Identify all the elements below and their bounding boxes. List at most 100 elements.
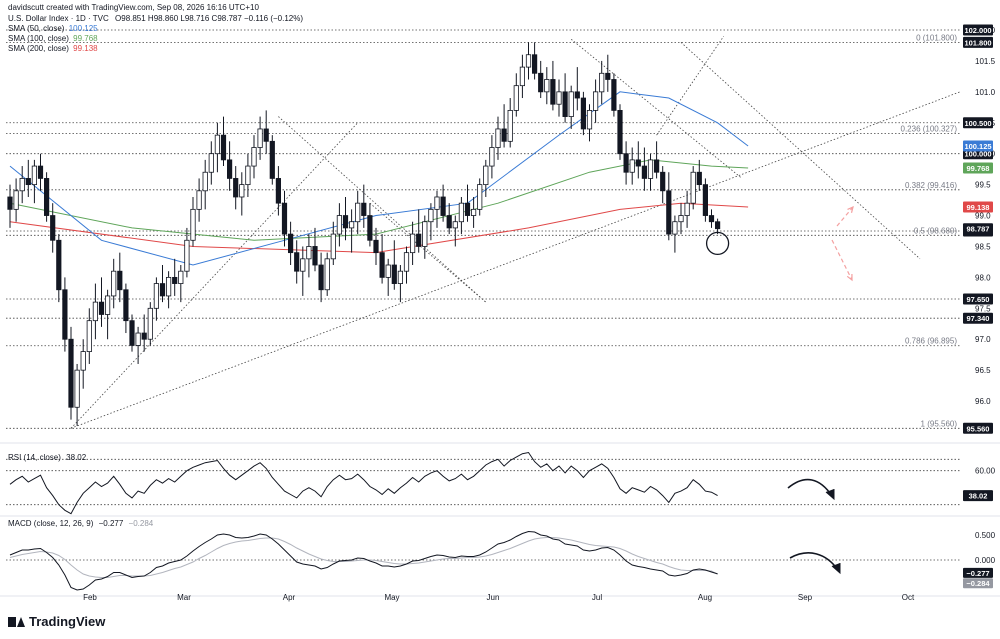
sma-badge-label: 99.768 xyxy=(967,164,990,173)
price-badge-label: 100.000 xyxy=(964,150,991,159)
candle xyxy=(519,66,526,87)
y-tick-label: 98.0 xyxy=(975,273,991,282)
price-badge-label: 102.000 xyxy=(964,26,991,35)
candle xyxy=(184,239,190,272)
candle xyxy=(190,208,196,241)
candle xyxy=(220,134,227,161)
candle xyxy=(312,246,318,266)
candle xyxy=(544,79,550,93)
rsi-line xyxy=(9,451,718,515)
candle xyxy=(226,159,233,179)
fib-label: 0.236 (100.327) xyxy=(901,124,958,133)
x-tick-label: Sep xyxy=(798,593,813,602)
symbol-name: U.S. Dollar Index · 1D · TVC xyxy=(8,14,109,23)
rsi-label: RSI (14, close) xyxy=(8,453,61,462)
candle xyxy=(19,178,25,192)
candle xyxy=(702,184,709,216)
macd-line xyxy=(9,530,718,591)
trendline-resistance xyxy=(656,35,725,136)
trendline-resistance xyxy=(680,42,921,260)
candle xyxy=(251,147,257,167)
candle xyxy=(507,110,513,142)
fib-label: 1 (95.560) xyxy=(921,419,958,428)
candle xyxy=(470,208,477,216)
candle xyxy=(385,264,391,278)
sma200-legend[interactable]: SMA (200, close) 99.138 xyxy=(8,44,98,54)
macd-signal-value: −0.284 xyxy=(128,519,154,528)
created-by-line: davidscutt created with TradingView.com,… xyxy=(8,3,259,12)
candle xyxy=(324,258,330,291)
candle xyxy=(416,233,422,247)
candle xyxy=(538,72,544,93)
candle xyxy=(13,190,19,210)
tradingview-logo[interactable]: TradingView xyxy=(8,614,105,629)
candle xyxy=(214,134,220,155)
candle xyxy=(379,252,385,278)
rsi-legend[interactable]: RSI (14, close) 38.02 xyxy=(8,453,86,463)
candle xyxy=(25,178,31,186)
y-tick-label: 101.5 xyxy=(975,57,996,66)
candle xyxy=(56,239,62,291)
sma-badge xyxy=(963,162,993,174)
candle xyxy=(605,72,611,80)
candle xyxy=(550,79,556,105)
rsi-curve-annotation xyxy=(787,478,833,497)
macd-badge-label: −0.277 xyxy=(966,569,989,578)
sma50-legend[interactable]: SMA (50, close) 100.125 xyxy=(8,24,98,34)
candle xyxy=(153,283,159,309)
candle xyxy=(178,270,184,284)
candle xyxy=(440,196,446,216)
macd-curve-annotation xyxy=(789,552,839,571)
sma50-line xyxy=(9,91,749,266)
candle xyxy=(391,264,397,284)
candle xyxy=(635,159,641,167)
macd-signal-badge-label: −0.284 xyxy=(966,579,990,588)
candle xyxy=(92,301,98,322)
sma100-legend[interactable]: SMA (100, close) 99.768 xyxy=(8,34,98,44)
fib-label: 0.786 (96.895) xyxy=(905,337,957,346)
candle xyxy=(348,221,355,229)
candle xyxy=(147,307,153,340)
candle xyxy=(367,215,373,241)
macd-curve-arrowhead xyxy=(831,563,841,575)
candle xyxy=(80,351,86,371)
price-badge-label: 97.340 xyxy=(967,314,990,323)
candle xyxy=(574,91,580,99)
candle xyxy=(690,171,696,204)
forecast-arrow-down xyxy=(831,239,853,281)
candle xyxy=(654,159,660,173)
macd-label: MACD (close, 12, 26, 9) xyxy=(8,519,94,528)
x-tick-label: Apr xyxy=(283,593,296,602)
candle xyxy=(257,128,263,148)
candle xyxy=(239,184,245,198)
candle xyxy=(409,233,416,254)
candle xyxy=(666,190,672,235)
candle xyxy=(98,301,105,315)
candle xyxy=(330,233,336,260)
price-badge-label: 97.650 xyxy=(967,295,990,304)
candle xyxy=(696,171,702,186)
candle xyxy=(117,270,123,291)
rsi-badge-label: 38.02 xyxy=(969,492,988,501)
candle xyxy=(513,85,519,111)
candle xyxy=(281,202,288,235)
candle xyxy=(599,72,605,93)
circle-annotation xyxy=(705,231,730,256)
sma50-label: SMA (50, close) xyxy=(8,24,65,33)
candle xyxy=(105,295,111,315)
candle xyxy=(111,270,117,297)
candle xyxy=(306,246,312,260)
price-badge xyxy=(963,293,993,305)
macd-legend[interactable]: MACD (close, 12, 26, 9) −0.277 −0.284 xyxy=(8,519,153,529)
candle xyxy=(452,221,458,229)
price-badge-label: 95.560 xyxy=(967,424,990,433)
x-tick-label: May xyxy=(384,593,399,602)
forecast-arrow-up-head xyxy=(847,205,854,213)
candle xyxy=(477,184,483,210)
candle xyxy=(562,91,568,117)
candle xyxy=(672,221,678,235)
candle xyxy=(287,233,294,254)
fib-label: 0.5 (98.680) xyxy=(914,226,957,235)
sma-badge xyxy=(963,140,993,152)
